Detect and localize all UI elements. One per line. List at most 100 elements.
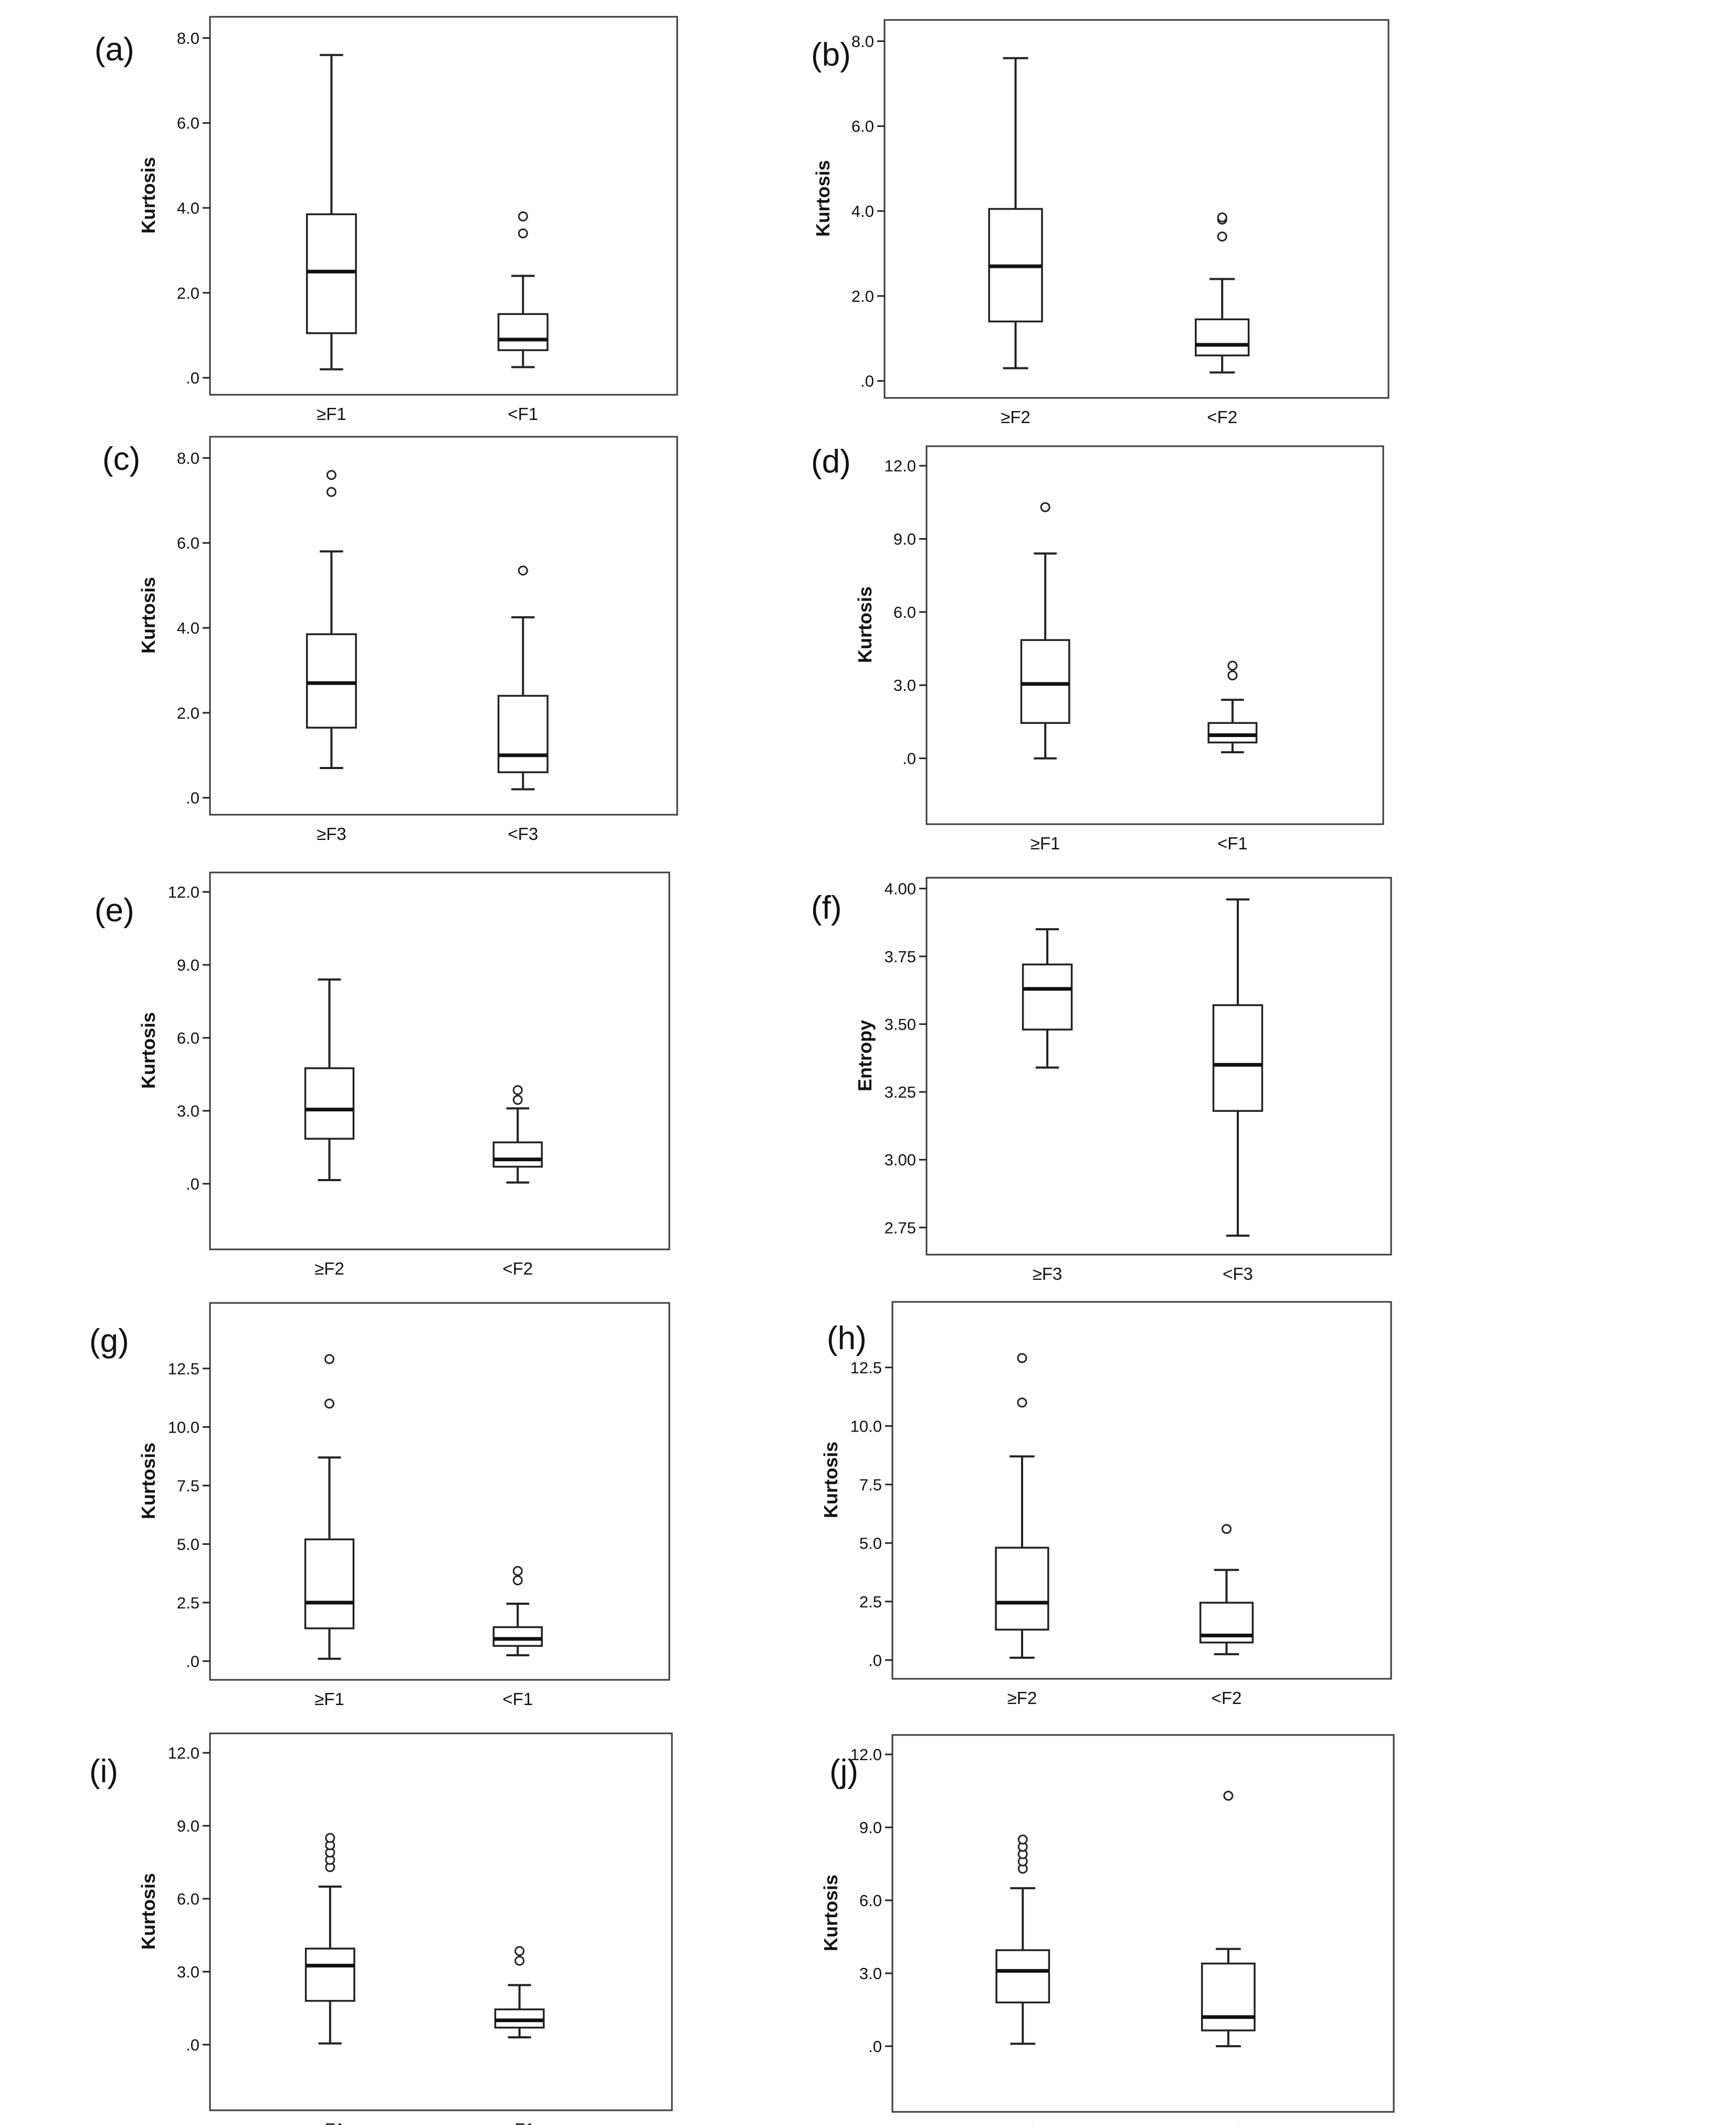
y-tick-label: 3.0 bbox=[859, 1964, 882, 1983]
y-tick-label: 9.0 bbox=[177, 956, 199, 974]
iqr-box bbox=[492, 1626, 543, 1647]
plot-frame bbox=[209, 871, 670, 1250]
plot-frame bbox=[891, 1734, 1395, 2113]
y-tick-label: 9.0 bbox=[859, 1818, 882, 1837]
panel-label: (f) bbox=[811, 890, 842, 926]
chart-panel: (j) Kurtosis .0 3.0 6.0 9.0 12.0 ≥F2 <F2 bbox=[820, 1734, 1395, 2125]
y-tick-label: 6.0 bbox=[859, 1891, 882, 1910]
y-axis-label: Kurtosis bbox=[138, 1443, 159, 1519]
y-axis-label: Kurtosis bbox=[138, 1012, 159, 1089]
chart-panel: (g) Kurtosis .0 2.5 5.0 7.5 10.0 12.5 ≥F1 <F1 bbox=[89, 1302, 670, 1709]
y-tick-label: 4.0 bbox=[177, 199, 199, 217]
x-category-label: <F1 bbox=[502, 1689, 533, 1709]
y-axis-label: Kurtosis bbox=[138, 577, 159, 654]
y-tick-label: 6.0 bbox=[177, 534, 199, 552]
panel-label: (j) bbox=[829, 1753, 858, 1790]
outlier-point bbox=[1227, 670, 1238, 681]
chart-panel: (a) Kurtosis .0 2.0 4.0 6.0 8.0 ≥F1 <F1 bbox=[94, 16, 678, 424]
y-tick-label: 2.0 bbox=[177, 704, 199, 722]
iqr-box bbox=[306, 213, 357, 334]
x-category-label: ≥F3 bbox=[317, 824, 346, 844]
y-tick-label: .0 bbox=[186, 369, 199, 387]
y-axis-label: Kurtosis bbox=[812, 160, 834, 237]
y-tick-label: 7.5 bbox=[859, 1476, 882, 1494]
y-tick-label: 12.0 bbox=[850, 1745, 882, 1764]
y-tick-label: 2.5 bbox=[177, 1594, 199, 1612]
outlier-point bbox=[326, 470, 336, 480]
outlier-point bbox=[325, 1833, 335, 1843]
outlier-point bbox=[512, 1566, 523, 1576]
panel-label: (d) bbox=[811, 444, 851, 480]
chart-panel: (e) Kurtosis .0 3.0 6.0 9.0 12.0 ≥F2 <F2 bbox=[94, 871, 670, 1278]
x-category-label: <F3 bbox=[1223, 1264, 1253, 1284]
iqr-box bbox=[497, 313, 549, 351]
y-tick-label: 12.0 bbox=[168, 1744, 199, 1762]
y-tick-label: 4.0 bbox=[177, 619, 199, 637]
outlier-point bbox=[514, 1955, 525, 1966]
y-tick-label: .0 bbox=[186, 1652, 199, 1670]
y-tick-label: 12.5 bbox=[168, 1360, 199, 1378]
panel-label: (b) bbox=[811, 37, 851, 73]
chart-panel: (c) Kurtosis .0 2.0 4.0 6.0 8.0 ≥F3 <F3 bbox=[102, 436, 678, 844]
y-tick-label: 5.0 bbox=[859, 1534, 882, 1552]
iqr-box bbox=[995, 1547, 1049, 1631]
y-tick-label: 9.0 bbox=[177, 1817, 199, 1835]
outlier-point bbox=[326, 487, 336, 497]
plot-frame bbox=[891, 1301, 1392, 1680]
y-tick-label: 7.5 bbox=[177, 1477, 199, 1495]
iqr-box bbox=[1201, 1962, 1256, 2032]
plot-frame bbox=[209, 16, 678, 396]
iqr-box bbox=[1195, 318, 1250, 356]
outlier-point bbox=[1217, 232, 1227, 242]
y-tick-label: 3.0 bbox=[893, 676, 916, 695]
outlier-point bbox=[518, 565, 528, 576]
x-category-label: <F1 bbox=[1217, 834, 1248, 853]
plot-frame bbox=[209, 1302, 670, 1681]
y-tick-label: 2.5 bbox=[859, 1593, 882, 1611]
iqr-box bbox=[1212, 1004, 1264, 1112]
x-category-label: <F1 bbox=[508, 404, 538, 424]
y-axis-label: Kurtosis bbox=[820, 1875, 841, 1951]
iqr-box bbox=[304, 1067, 355, 1140]
outlier-point bbox=[1017, 1397, 1027, 1408]
chart-panel: (i) Kurtosis .0 3.0 6.0 9.0 12.0 ≥F1 <F1 bbox=[89, 1732, 673, 2125]
x-category-label: ≥F2 bbox=[1001, 407, 1030, 427]
y-tick-label: 4.0 bbox=[851, 202, 874, 220]
outlier-point bbox=[1217, 212, 1227, 223]
chart-panel: (b) Kurtosis .0 2.0 4.0 6.0 8.0 ≥F2 <F2 bbox=[811, 19, 1390, 427]
x-category-label: <F1 bbox=[504, 2120, 535, 2125]
outlier-point bbox=[1227, 660, 1238, 671]
y-axis-label: Kurtosis bbox=[138, 1873, 159, 1950]
iqr-box bbox=[995, 1949, 1050, 2004]
y-tick-label: 6.0 bbox=[177, 1029, 199, 1047]
iqr-box bbox=[304, 1948, 355, 2002]
y-tick-label: 8.0 bbox=[851, 32, 874, 50]
y-tick-label: 4.00 bbox=[885, 880, 916, 898]
y-tick-label: 3.50 bbox=[885, 1015, 916, 1034]
chart-panel: (h) Kurtosis .0 2.5 5.0 7.5 10.0 12.5 ≥F2 <F2 bbox=[820, 1301, 1392, 1708]
y-axis-label: Kurtosis bbox=[820, 1442, 841, 1518]
y-tick-label: .0 bbox=[186, 1175, 199, 1193]
y-tick-label: 6.0 bbox=[893, 603, 916, 622]
x-category-label: ≥F1 bbox=[1030, 834, 1060, 853]
panel-label: (e) bbox=[94, 892, 134, 929]
y-tick-label: 6.0 bbox=[177, 114, 199, 132]
outlier-point bbox=[1017, 1353, 1027, 1363]
y-tick-label: 12.0 bbox=[885, 457, 916, 475]
y-tick-label: .0 bbox=[902, 750, 916, 768]
iqr-box bbox=[492, 1141, 543, 1168]
iqr-box bbox=[497, 695, 549, 773]
outlier-point bbox=[324, 1398, 334, 1409]
x-category-label: <F2 bbox=[1207, 407, 1237, 427]
plot-frame bbox=[925, 877, 1392, 1256]
panel-label: (c) bbox=[102, 441, 140, 477]
plot-frame bbox=[883, 19, 1390, 399]
y-tick-label: 12.0 bbox=[168, 883, 199, 901]
outlier-point bbox=[512, 1095, 523, 1105]
chart-panel: (d) Kurtosis .0 3.0 6.0 9.0 12.0 ≥F1 <F1 bbox=[811, 444, 1384, 853]
y-tick-label: 3.0 bbox=[177, 1102, 199, 1120]
y-tick-label: 6.0 bbox=[177, 1890, 199, 1908]
y-tick-label: 3.0 bbox=[177, 1963, 199, 1981]
iqr-box bbox=[1207, 722, 1258, 744]
